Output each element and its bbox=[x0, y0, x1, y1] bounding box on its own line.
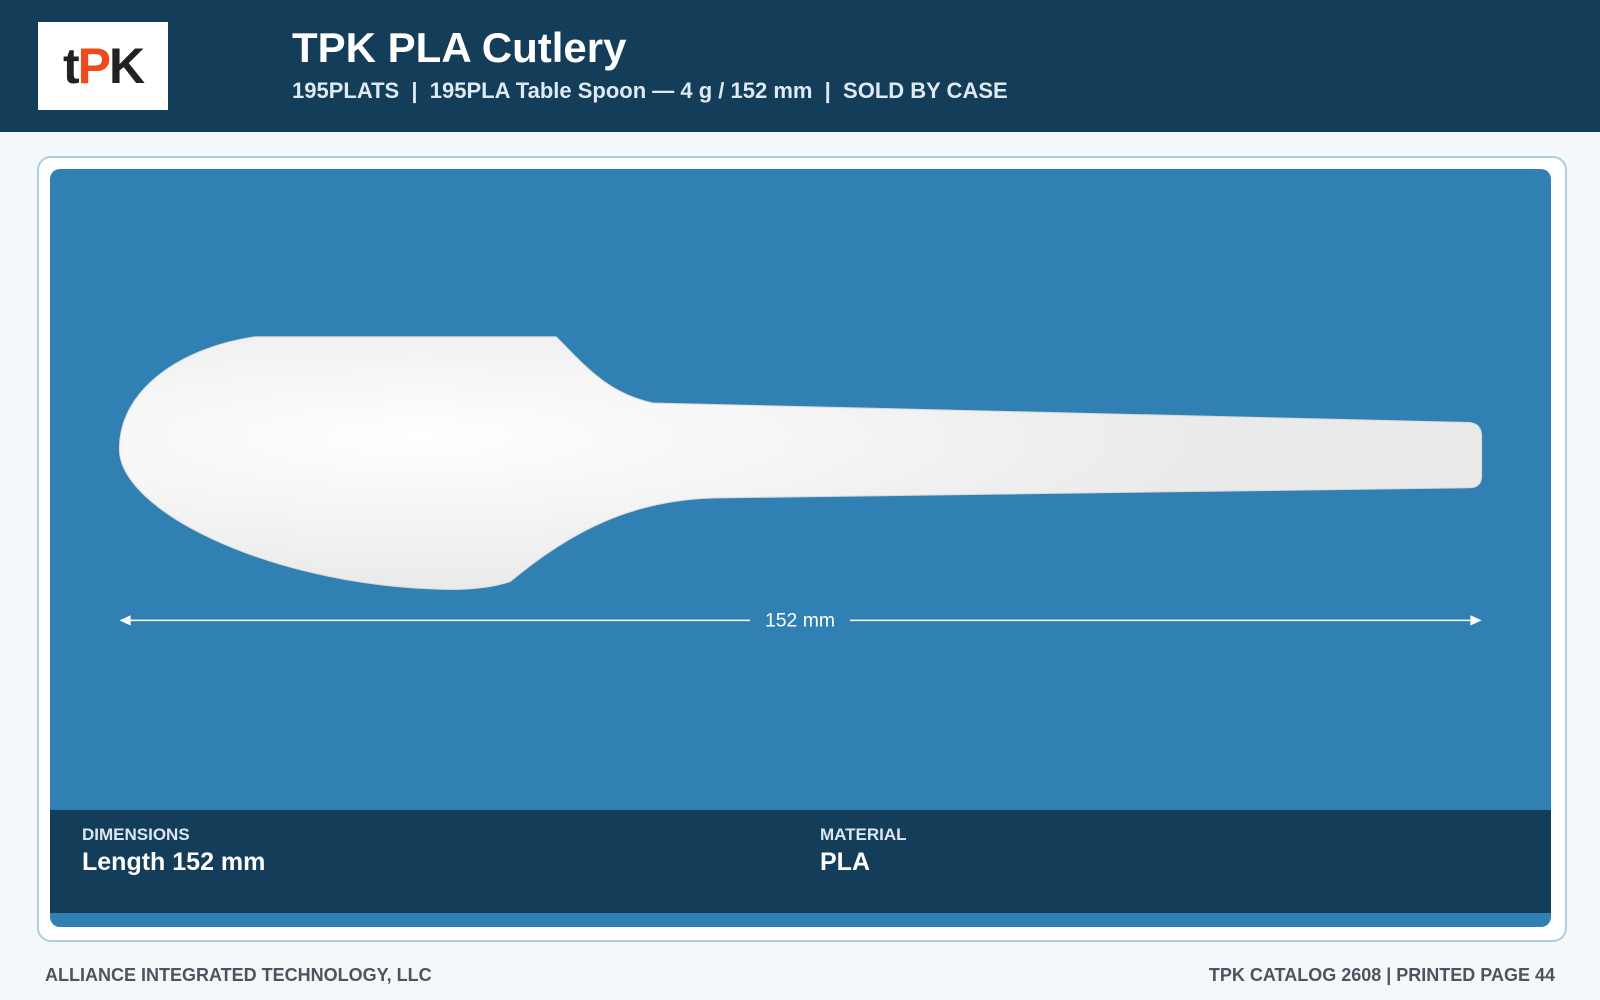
spec-value: Length 152 mm bbox=[82, 848, 266, 876]
logo: t PK bbox=[38, 22, 168, 110]
title: TPK PLA Cutlery bbox=[292, 24, 627, 71]
footer-left: ALLIANCE INTEGRATED TECHNOLOGY, LLC bbox=[45, 965, 432, 985]
dimension-label: 152 mm bbox=[765, 610, 835, 632]
footer-right: TPK CATALOG 2608 | PRINTED PAGE 44 bbox=[1208, 965, 1555, 985]
spec-band: DIMENSIONS Length 152 mm MATERIAL PLA bbox=[50, 810, 1551, 913]
subtitle: 195PLATS | 195PLA Table Spoon — 4 g / 15… bbox=[292, 78, 1008, 103]
logo-pk: PK bbox=[77, 38, 145, 94]
spec-value: PLA bbox=[820, 848, 870, 876]
spoon-drawing: 152 mm bbox=[118, 336, 1483, 632]
logo-t: t bbox=[62, 38, 80, 94]
spoon bbox=[118, 336, 1483, 590]
product-stage: 152 mm DIMENSIONS Length 152 mm MATERIAL… bbox=[50, 169, 1551, 927]
spec-label: MATERIAL bbox=[820, 825, 907, 844]
header: t PK TPK PLA Cutlery 195PLATS | 195PLA Ta… bbox=[0, 0, 1600, 132]
spec-label: DIMENSIONS bbox=[82, 825, 190, 844]
